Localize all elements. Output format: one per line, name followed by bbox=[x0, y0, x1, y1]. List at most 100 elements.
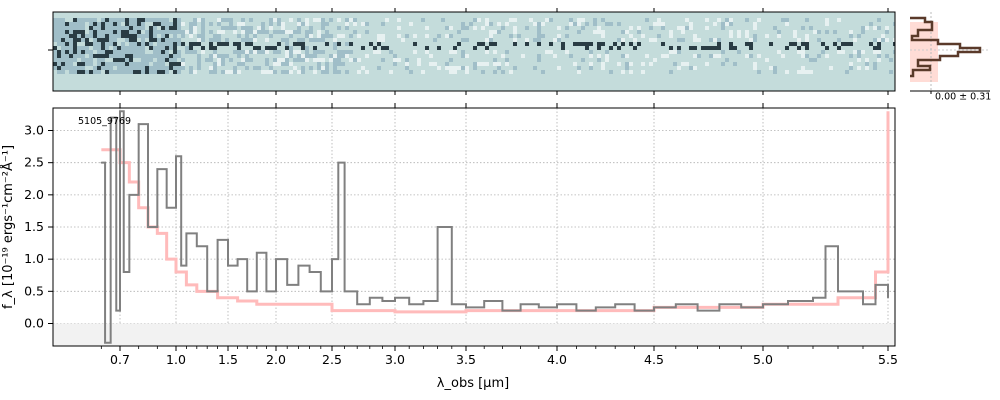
image-pixel bbox=[113, 54, 117, 58]
image-pixel bbox=[445, 62, 449, 66]
image-pixel bbox=[125, 50, 129, 54]
image-pixel bbox=[89, 54, 93, 58]
image-pixel bbox=[161, 70, 165, 74]
x-tick-label: 4.0 bbox=[547, 352, 567, 367]
image-pixel bbox=[405, 66, 409, 70]
image-pixel bbox=[113, 22, 117, 26]
image-pixel bbox=[433, 38, 437, 42]
image-pixel bbox=[209, 54, 213, 58]
image-pixel bbox=[637, 30, 641, 34]
image-pixel bbox=[733, 46, 737, 50]
image-pixel bbox=[177, 50, 181, 54]
image-pixel bbox=[437, 46, 441, 50]
image-pixel bbox=[97, 50, 101, 54]
image-pixel bbox=[201, 18, 205, 22]
image-pixel bbox=[285, 58, 289, 62]
image-pixel bbox=[145, 58, 149, 62]
image-pixel bbox=[849, 66, 853, 70]
image-pixel bbox=[829, 66, 833, 70]
image-pixel bbox=[525, 26, 529, 30]
image-pixel bbox=[705, 46, 709, 50]
image-pixel bbox=[413, 34, 417, 38]
image-pixel bbox=[337, 18, 341, 22]
flux-point bbox=[128, 194, 131, 196]
image-pixel bbox=[121, 54, 125, 58]
image-pixel bbox=[125, 70, 129, 74]
image-pixel bbox=[401, 38, 405, 42]
image-pixel bbox=[801, 70, 805, 74]
image-pixel bbox=[889, 58, 893, 62]
image-pixel bbox=[69, 50, 73, 54]
image-pixel bbox=[597, 58, 601, 62]
image-pixel bbox=[285, 62, 289, 66]
image-pixel bbox=[65, 66, 69, 70]
image-pixel bbox=[245, 34, 249, 38]
image-pixel bbox=[157, 66, 161, 70]
flux-point bbox=[394, 296, 396, 299]
image-pixel bbox=[745, 42, 749, 46]
image-pixel bbox=[105, 34, 109, 38]
image-pixel bbox=[89, 26, 93, 30]
image-pixel bbox=[161, 22, 165, 26]
image-pixel bbox=[101, 26, 105, 30]
image-pixel bbox=[785, 22, 789, 26]
flux-point bbox=[137, 123, 140, 125]
image-pixel bbox=[137, 42, 141, 46]
image-pixel bbox=[577, 18, 581, 22]
image-pixel bbox=[649, 62, 653, 66]
image-pixel bbox=[181, 30, 185, 34]
image-pixel bbox=[305, 30, 309, 34]
image-pixel bbox=[877, 46, 881, 50]
image-pixel bbox=[129, 54, 133, 58]
image-pixel bbox=[453, 66, 457, 70]
image-pixel bbox=[629, 34, 633, 38]
image-pixel bbox=[245, 26, 249, 30]
image-pixel bbox=[569, 22, 573, 26]
image-pixel bbox=[125, 30, 129, 34]
y-tick-label: 0.0 bbox=[24, 315, 44, 330]
image-pixel bbox=[397, 34, 401, 38]
image-pixel bbox=[269, 26, 273, 30]
image-pixel bbox=[129, 50, 133, 54]
image-pixel bbox=[657, 22, 661, 26]
flux-point bbox=[874, 284, 877, 286]
image-pixel bbox=[505, 62, 509, 66]
image-pixel bbox=[777, 50, 781, 54]
image-pixel bbox=[325, 62, 329, 66]
image-pixel bbox=[681, 30, 685, 34]
image-pixel bbox=[797, 38, 801, 42]
image-pixel bbox=[881, 34, 885, 38]
image-pixel bbox=[749, 54, 753, 58]
image-pixel bbox=[505, 22, 509, 26]
image-pixel bbox=[557, 38, 561, 42]
image-pixel bbox=[181, 34, 185, 38]
image-pixel bbox=[133, 66, 137, 70]
image-pixel bbox=[341, 34, 345, 38]
image-pixel bbox=[709, 54, 713, 58]
image-pixel bbox=[693, 46, 697, 50]
image-pixel bbox=[809, 58, 813, 62]
image-pixel bbox=[145, 30, 149, 34]
image-pixel bbox=[109, 34, 113, 38]
image-pixel bbox=[213, 46, 217, 50]
flux-point bbox=[216, 239, 219, 241]
image-pixel bbox=[561, 46, 565, 50]
image-pixel bbox=[617, 46, 621, 50]
flux-point bbox=[156, 168, 159, 170]
image-pixel bbox=[153, 18, 157, 22]
image-pixel bbox=[661, 26, 665, 30]
image-pixel bbox=[173, 50, 177, 54]
image-pixel bbox=[397, 18, 401, 22]
image-pixel bbox=[365, 54, 369, 58]
y-tick-label: 2.5 bbox=[24, 155, 44, 170]
image-pixel bbox=[753, 62, 757, 66]
image-pixel bbox=[217, 62, 221, 66]
image-pixel bbox=[433, 62, 437, 66]
image-pixel bbox=[469, 22, 473, 26]
image-pixel bbox=[285, 30, 289, 34]
image-pixel bbox=[129, 46, 133, 50]
image-pixel bbox=[145, 70, 149, 74]
image-pixel bbox=[549, 50, 553, 54]
image-pixel bbox=[245, 58, 249, 62]
image-pixel bbox=[477, 62, 481, 66]
